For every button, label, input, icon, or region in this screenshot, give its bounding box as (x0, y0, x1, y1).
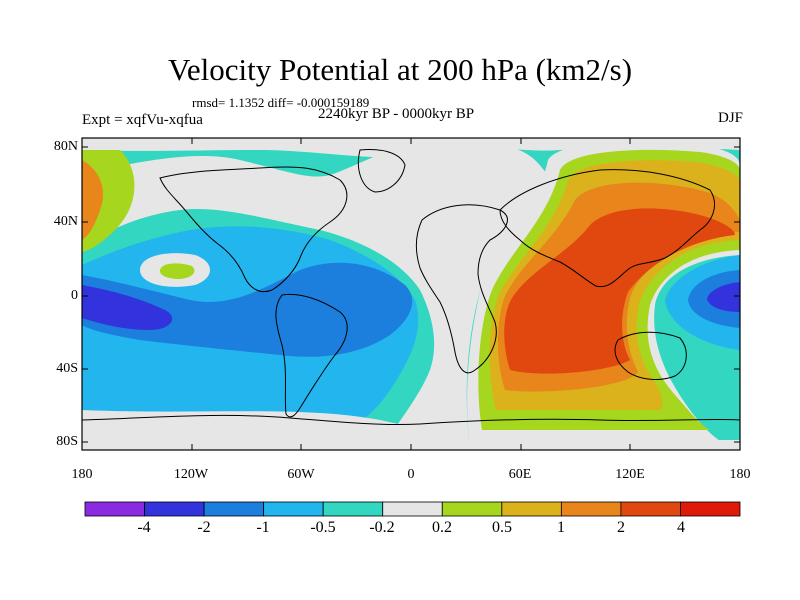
colorbar-label: 4 (677, 519, 685, 536)
colorbar-swatch (263, 501, 324, 517)
colorbar-label: 0.5 (492, 519, 512, 536)
colorbar-label: -2 (197, 519, 211, 536)
axis-ticks (81, 138, 741, 450)
colorbar (84, 501, 741, 517)
colorbar-swatch (620, 501, 681, 517)
colorbar-label: 1 (557, 519, 565, 536)
colorbar-label: 0.2 (432, 519, 452, 536)
x-tick-label: 180 (729, 467, 751, 482)
colorbar-swatch (322, 501, 384, 517)
colorbar-swatch (203, 501, 265, 517)
colorbar-swatch (680, 501, 741, 517)
colorbar-swatch (441, 501, 503, 517)
x-tick-label: 60W (287, 467, 315, 482)
colorbar-label: 2 (617, 519, 625, 536)
x-tick-label: 180 (71, 467, 93, 482)
season-label: DJF (717, 110, 743, 126)
coastlines (82, 149, 740, 426)
colorbar-label: -0.5 (310, 519, 336, 536)
colorbar-label: -0.2 (369, 519, 395, 536)
x-tick-label: 60E (508, 467, 532, 482)
x-tick-label: 120W (173, 467, 209, 482)
y-tick-label: 40N (53, 214, 78, 229)
colorbar-label: -4 (137, 519, 151, 536)
figure-title: Velocity Potential at 200 hPa (km2/s) (167, 52, 633, 87)
x-tick-label: 0 (407, 467, 415, 482)
y-tick-label: 80N (53, 139, 78, 154)
colorbar-swatch (144, 501, 205, 517)
colorbar-swatch (382, 501, 443, 517)
x-tick-label: 120E (615, 467, 645, 482)
experiment-label: Expt = xqfVu-xqfua (82, 112, 203, 128)
colorbar-label: -1 (256, 519, 270, 536)
colorbar-swatch (560, 501, 622, 517)
period-label: 2240kyr BP - 0000kyr BP (318, 106, 475, 122)
y-tick-label: 80S (56, 434, 78, 449)
y-tick-label: 0 (71, 288, 78, 303)
y-tick-label: 40S (56, 361, 78, 376)
contour-fill (82, 138, 740, 450)
stats-text: rmsd= 1.1352 diff= -0.000159189 (192, 95, 370, 110)
colorbar-swatch (501, 501, 562, 517)
colorbar-swatch (84, 501, 145, 517)
